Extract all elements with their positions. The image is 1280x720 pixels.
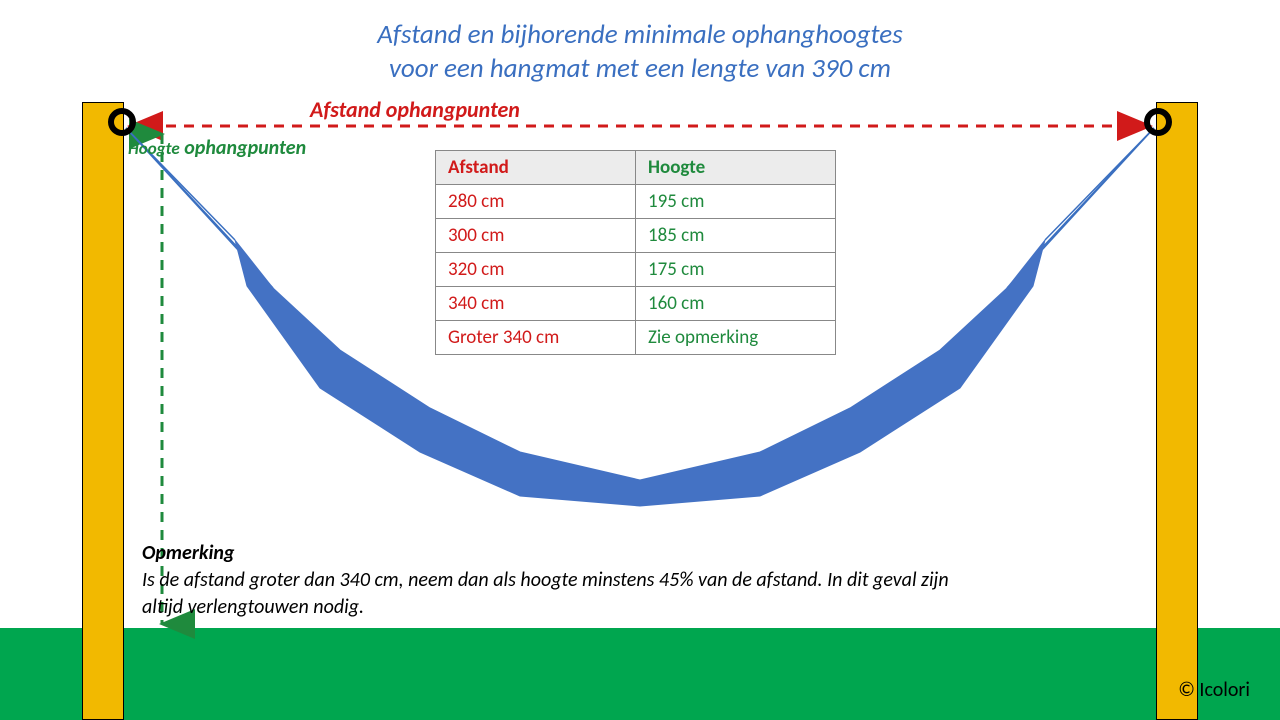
copyright-text: © Icolori: [1178, 678, 1250, 702]
table-cell: 195 cm: [636, 185, 836, 219]
table-header: Afstand: [436, 151, 636, 185]
table-row: 300 cm185 cm: [436, 219, 836, 253]
table-header: Hoogte: [636, 151, 836, 185]
height-label: Hoogte ophangpunten: [128, 136, 306, 160]
height-label-rest: ophangpunten: [180, 136, 306, 160]
table-cell: 185 cm: [636, 219, 836, 253]
table-row: Groter 340 cmZie opmerking: [436, 321, 836, 355]
table-row: 320 cm175 cm: [436, 253, 836, 287]
post-right: [1156, 102, 1198, 720]
remark-heading: Opmerking: [142, 540, 972, 567]
table-row: 340 cm160 cm: [436, 287, 836, 321]
remark-body: Is de afstand groter dan 340 cm, neem da…: [142, 568, 949, 619]
table-row: 280 cm195 cm: [436, 185, 836, 219]
table-cell: 280 cm: [436, 185, 636, 219]
post-left: [82, 102, 124, 720]
title-line1: Afstand en bijhorende minimale ophanghoo…: [0, 18, 1280, 51]
distance-label: Afstand ophangpunten: [310, 96, 520, 123]
table-cell: Groter 340 cm: [436, 321, 636, 355]
remark-block: Opmerking Is de afstand groter dan 340 c…: [142, 540, 972, 621]
ring-left: [108, 108, 136, 136]
table-cell: 300 cm: [436, 219, 636, 253]
diagram-stage: Afstand en bijhorende minimale ophanghoo…: [0, 0, 1280, 720]
title-line2: voor een hangmat met een lengte van 390 …: [0, 52, 1280, 85]
table-cell: 320 cm: [436, 253, 636, 287]
ground-rect: [0, 628, 1280, 720]
table-cell: 340 cm: [436, 287, 636, 321]
table-cell: Zie opmerking: [636, 321, 836, 355]
height-label-small: Hoogte: [128, 138, 180, 159]
data-table: AfstandHoogte 280 cm195 cm300 cm185 cm32…: [435, 150, 836, 355]
table-cell: 160 cm: [636, 287, 836, 321]
table-cell: 175 cm: [636, 253, 836, 287]
ring-right: [1144, 108, 1172, 136]
